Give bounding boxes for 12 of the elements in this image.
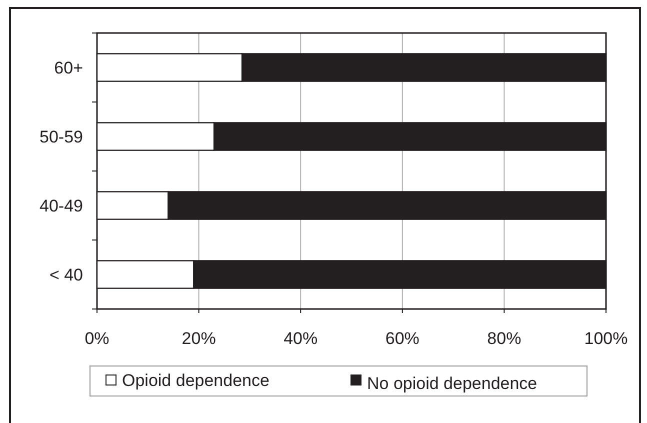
legend-label: Opioid dependence xyxy=(122,371,270,390)
x-tick-label: 100% xyxy=(584,329,628,348)
legend-label: No opioid dependence xyxy=(367,374,538,393)
x-tick-label: 60% xyxy=(385,329,420,348)
x-tick-label: 20% xyxy=(182,329,216,348)
y-tick-label: 50-59 xyxy=(40,128,83,146)
y-tick-label: 60+ xyxy=(54,58,84,78)
y-tick-label: < 40 xyxy=(49,266,83,284)
y-tick-label: 40-49 xyxy=(40,196,83,216)
x-tick-label: 40% xyxy=(284,329,318,348)
x-tick-label: 0% xyxy=(84,329,110,348)
x-tick-label: 80% xyxy=(487,329,522,348)
